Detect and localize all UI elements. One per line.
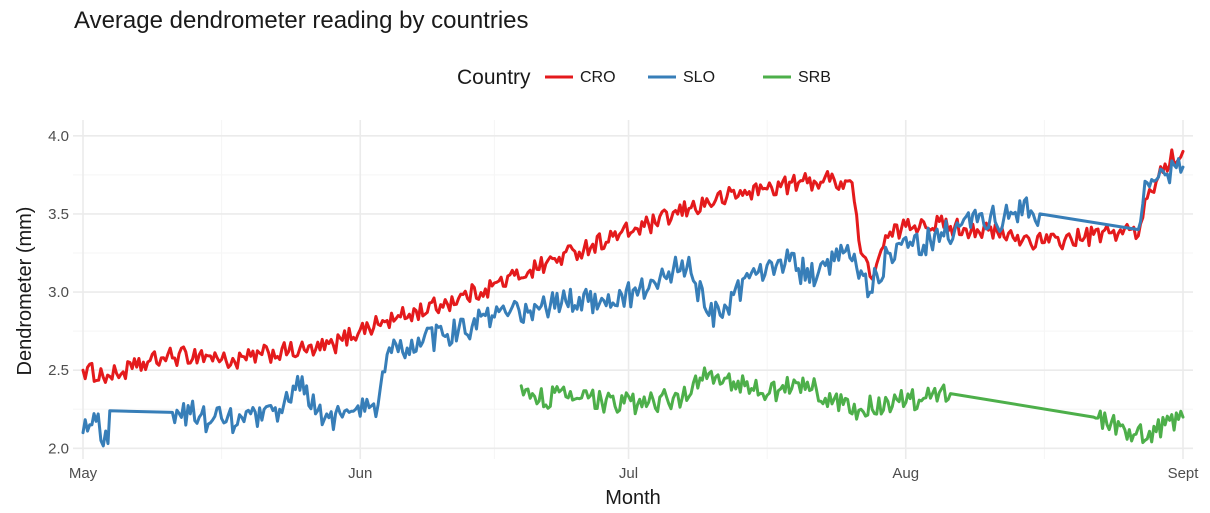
- y-tick-label: 2.5: [48, 362, 69, 379]
- x-axis-title: Month: [605, 487, 661, 509]
- y-tick-label: 2.0: [48, 440, 69, 457]
- legend-label: SRB: [798, 69, 831, 86]
- y-tick-label: 4.0: [48, 128, 69, 145]
- legend-item-cro: CRO: [545, 69, 616, 86]
- legend-label: SLO: [683, 69, 715, 86]
- chart-title: Average dendrometer reading by countries: [74, 7, 529, 34]
- x-tick-label: Sept: [1168, 465, 1200, 482]
- x-tick-label: May: [69, 465, 98, 482]
- legend-item-slo: SLO: [648, 69, 715, 86]
- plot-series: [81, 148, 1185, 448]
- y-axis-title: Dendrometer (mm): [14, 207, 36, 376]
- x-tick-label: Jun: [348, 465, 372, 482]
- legend-item-srb: SRB: [763, 69, 831, 86]
- y-tick-label: 3.5: [48, 206, 69, 223]
- x-tick-label: Jul: [619, 465, 638, 482]
- series-line-srb: [519, 366, 1185, 445]
- legend: Country CRO SLO SRB: [457, 66, 831, 89]
- y-axis-ticks: 2.0 2.5 3.0 3.5 4.0: [48, 128, 69, 458]
- legend-label: CRO: [580, 69, 616, 86]
- x-axis-ticks: May Jun Jul Aug Sept: [69, 465, 1199, 482]
- series-line-cro: [81, 148, 1185, 384]
- legend-title: Country: [457, 66, 531, 89]
- series-line-slo: [81, 157, 1185, 448]
- x-tick-label: Aug: [892, 465, 919, 482]
- y-tick-label: 3.0: [48, 284, 69, 301]
